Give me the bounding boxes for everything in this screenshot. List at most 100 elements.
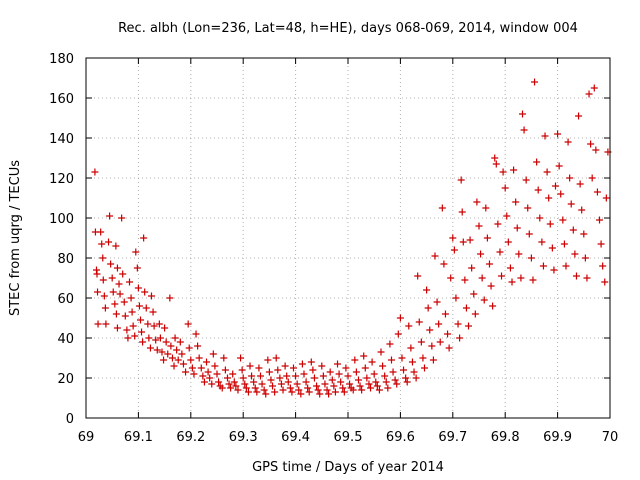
data-point <box>184 320 192 328</box>
data-point <box>313 382 321 390</box>
x-tick-label: 69.2 <box>176 430 205 445</box>
data-point <box>450 246 458 254</box>
x-tick-label: 69.7 <box>438 430 467 445</box>
data-point <box>335 370 343 378</box>
x-tick-label: 69.9 <box>543 430 572 445</box>
data-point <box>580 230 588 238</box>
data-point <box>300 370 308 378</box>
y-tick-label: 60 <box>57 292 74 307</box>
data-point <box>304 384 312 392</box>
data-point <box>562 262 570 270</box>
data-point <box>536 214 544 222</box>
data-point <box>468 264 476 272</box>
data-point <box>426 326 434 334</box>
y-tick-label: 40 <box>57 332 74 347</box>
data-point <box>506 264 514 272</box>
data-point <box>559 216 567 224</box>
data-point <box>592 146 600 154</box>
data-point <box>167 342 175 350</box>
data-point <box>271 388 279 396</box>
data-point <box>153 346 161 354</box>
data-point <box>91 168 99 176</box>
data-point <box>518 110 526 118</box>
data-point <box>248 372 256 380</box>
data-point <box>187 356 195 364</box>
data-point <box>405 322 413 330</box>
data-point <box>179 360 187 368</box>
data-point <box>447 274 455 282</box>
data-point <box>477 250 485 258</box>
data-point <box>150 322 158 330</box>
data-point <box>176 338 184 346</box>
data-point <box>387 356 395 364</box>
data-point <box>328 376 336 384</box>
data-point <box>489 302 497 310</box>
data-point <box>292 372 300 380</box>
data-point <box>112 310 120 318</box>
data-point <box>152 336 160 344</box>
data-point <box>225 380 233 388</box>
data-point <box>482 204 490 212</box>
data-point <box>487 282 495 290</box>
data-point <box>209 350 217 358</box>
data-point <box>297 390 305 398</box>
data-point <box>134 284 142 292</box>
data-point <box>367 384 375 392</box>
x-tick-label: 69.4 <box>281 430 310 445</box>
data-point <box>160 356 168 364</box>
data-point <box>136 316 144 324</box>
data-point <box>543 168 551 176</box>
data-point <box>192 330 200 338</box>
data-point <box>546 220 554 228</box>
data-point <box>277 380 285 388</box>
data-point <box>354 376 362 384</box>
data-point <box>349 386 357 394</box>
data-point <box>398 354 406 362</box>
data-point <box>185 344 193 352</box>
data-point <box>131 332 139 340</box>
data-point <box>572 272 580 280</box>
data-point <box>342 364 350 372</box>
data-point <box>408 358 416 366</box>
data-point <box>424 304 432 312</box>
y-tick-label: 20 <box>57 372 74 387</box>
data-point <box>435 320 443 328</box>
data-point <box>402 374 410 382</box>
data-point <box>331 388 339 396</box>
data-point <box>288 388 296 396</box>
data-point <box>124 334 132 342</box>
data-point <box>567 200 575 208</box>
data-point <box>358 386 366 394</box>
data-point <box>251 384 259 392</box>
data-point <box>534 186 542 194</box>
data-point <box>508 278 516 286</box>
data-point <box>485 260 493 268</box>
data-point <box>109 288 117 296</box>
y-tick-label: 180 <box>49 52 74 67</box>
data-point <box>587 140 595 148</box>
data-point <box>99 254 107 262</box>
data-point <box>458 208 466 216</box>
y-tick-label: 0 <box>66 412 74 427</box>
data-point <box>102 320 110 328</box>
data-point <box>253 388 261 396</box>
data-point <box>438 204 446 212</box>
data-point <box>188 364 196 372</box>
data-point <box>436 338 444 346</box>
data-point <box>230 378 238 386</box>
data-point <box>466 236 474 244</box>
data-point <box>267 376 275 384</box>
data-point <box>421 364 429 372</box>
data-point <box>94 320 102 328</box>
data-point <box>394 330 402 338</box>
data-point <box>393 380 401 388</box>
data-point <box>503 212 511 220</box>
data-point <box>414 272 422 280</box>
data-point <box>158 348 166 356</box>
data-point <box>164 350 172 358</box>
data-point <box>128 308 136 316</box>
data-point <box>444 330 452 338</box>
data-point <box>272 354 280 362</box>
data-point <box>321 380 329 388</box>
data-point <box>499 168 507 176</box>
